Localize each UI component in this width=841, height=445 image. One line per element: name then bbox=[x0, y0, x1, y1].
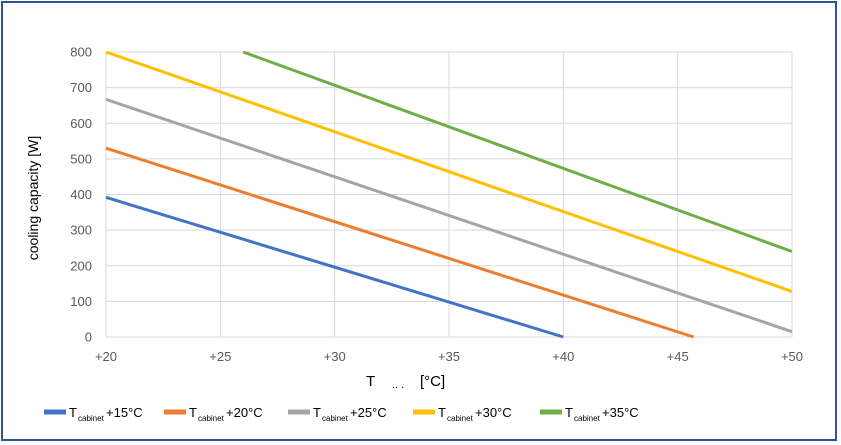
legend-label: T bbox=[69, 405, 77, 420]
y-tick-label: 600 bbox=[70, 116, 92, 131]
y-tick-label: 500 bbox=[70, 151, 92, 166]
y-tick-label: 200 bbox=[70, 258, 92, 273]
x-tick-label: +45 bbox=[667, 349, 689, 364]
x-tick-label: +30 bbox=[324, 349, 346, 364]
series-lines bbox=[105, 50, 793, 339]
x-tick-label: +25 bbox=[209, 349, 231, 364]
legend-label: T bbox=[189, 405, 197, 420]
series-line bbox=[105, 146, 695, 339]
y-axis-label: cooling capacity [W] bbox=[25, 136, 41, 261]
y-tick-label: 700 bbox=[70, 80, 92, 95]
y-tick-labels: 0 100 200 300 400 500 600 700 800 bbox=[70, 45, 92, 345]
legend-suffix: +20°C bbox=[226, 405, 263, 420]
legend-suffix: +25°C bbox=[350, 405, 387, 420]
x-tick-label: +40 bbox=[552, 349, 574, 364]
legend-suffix: +35°C bbox=[602, 405, 639, 420]
x-axis-label-unit: [°C] bbox=[420, 373, 445, 390]
legend-label: T bbox=[438, 405, 446, 420]
y-tick-label: 100 bbox=[70, 294, 92, 309]
series-line bbox=[105, 50, 793, 293]
y-tick-label: 300 bbox=[70, 223, 92, 238]
y-tick-label: 400 bbox=[70, 187, 92, 202]
legend-subscript: cabinet bbox=[78, 414, 105, 423]
x-tick-label: +50 bbox=[781, 349, 803, 364]
series-line bbox=[242, 50, 793, 253]
y-tick-label: 800 bbox=[70, 45, 92, 60]
series-line bbox=[105, 97, 793, 334]
legend-subscript: cabinet bbox=[574, 414, 601, 423]
legend-suffix: +15°C bbox=[106, 405, 143, 420]
x-axis-label-main: T bbox=[366, 373, 375, 390]
y-tick-label: 0 bbox=[85, 330, 92, 345]
x-tick-labels: +20 +25 +30 +35 +40 +45 +50 bbox=[95, 349, 803, 364]
grid-lines bbox=[105, 51, 793, 338]
series-line bbox=[105, 195, 564, 339]
legend-subscript: cabinet bbox=[322, 414, 349, 423]
legend-suffix: +30°C bbox=[475, 405, 512, 420]
x-tick-label: +35 bbox=[438, 349, 460, 364]
legend-subscript: cabinet bbox=[447, 414, 474, 423]
legend-label: T bbox=[565, 405, 573, 420]
x-axis-label: T .. . [°C] bbox=[366, 373, 445, 391]
x-axis-label-partial: .. . bbox=[392, 379, 404, 391]
legend-subscript: cabinet bbox=[198, 414, 225, 423]
x-tick-label: +20 bbox=[95, 349, 117, 364]
legend-label: T bbox=[313, 405, 321, 420]
